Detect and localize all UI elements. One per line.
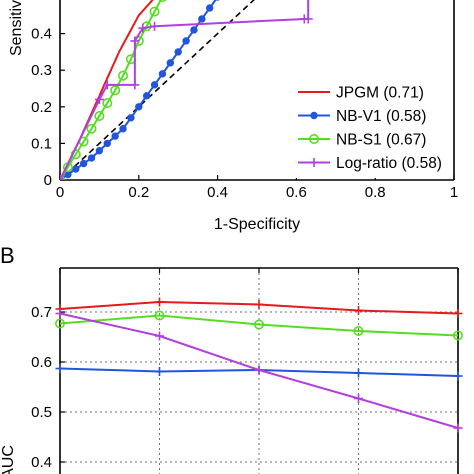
auc-y-axis-label: AUC xyxy=(0,445,17,474)
roc-series-1-point-6 xyxy=(103,139,111,148)
roc-series-3-point-5 xyxy=(138,23,148,33)
roc-y-axis-label: Sensitivity xyxy=(8,0,25,56)
roc-series-3-point-9 xyxy=(307,0,310,2)
roc-x-tick-label-0: 0 xyxy=(56,184,64,201)
roc-series-2-point-7 xyxy=(110,85,121,96)
auc-series-1-point-1 xyxy=(154,310,165,321)
roc-series-1-point-17 xyxy=(190,26,198,34)
auc-series-2-point-3 xyxy=(354,368,363,378)
roc-y-tick-label-2: 0.2 xyxy=(31,99,52,116)
legend-label-1: NB-V1 (0.58) xyxy=(336,108,426,125)
roc-ticks: 0 0.2 0.4 0.6 0.8 1 0 0.1 0.2 0.3 0.4 xyxy=(31,26,458,201)
roc-x-tick-label-3: 0.6 xyxy=(286,184,307,201)
roc-y-tick-label-4: 0.4 xyxy=(31,26,52,43)
legend-marker-2 xyxy=(308,134,319,145)
roc-x-axis-label: 1-Specificity xyxy=(214,216,300,233)
roc-x-tick-label-4: 0.8 xyxy=(365,184,386,201)
roc-panel: Sensitivity 1-Specificity 0 0.2 0.4 0.6 0.8 1… xyxy=(8,0,458,233)
auc-y-tick-label-0: 0.4 xyxy=(31,454,52,471)
auc-series-group xyxy=(54,297,463,433)
roc-series-2-point-6 xyxy=(102,98,113,109)
roc-series-2-point-13 xyxy=(158,0,167,2)
roc-series-1-point-16 xyxy=(182,37,190,45)
legend-box xyxy=(292,78,452,178)
roc-y-tick-label-3: 0.3 xyxy=(31,62,52,79)
auc-series-3-point-2 xyxy=(254,365,264,375)
auc-y-tick-label-2: 0.6 xyxy=(31,354,52,371)
legend-label-3: Log-ratio (0.58) xyxy=(336,155,442,172)
auc-series-1-point-4 xyxy=(452,330,463,341)
roc-series-2-point-4 xyxy=(86,123,97,134)
roc-series-3-point-4 xyxy=(130,36,140,46)
auc-series-2-point-1 xyxy=(155,367,164,376)
roc-series-1-point-14 xyxy=(166,59,175,67)
roc-series-1-point-15 xyxy=(174,48,182,56)
roc-series-1-point-4 xyxy=(87,154,96,162)
legend-marker-3 xyxy=(309,158,319,167)
auc-ticks: 0.4 0.5 0.6 0.7 xyxy=(31,268,459,471)
roc-series-1-point-19 xyxy=(206,4,214,12)
roc-series-1-point-3 xyxy=(79,159,88,168)
auc-series-2-point-4 xyxy=(453,371,463,381)
roc-series-1-point-2 xyxy=(72,165,80,173)
auc-y-tick-label-3: 0.7 xyxy=(31,304,52,321)
roc-series-1-point-7 xyxy=(111,132,119,140)
roc-series-1-point-12 xyxy=(150,81,159,89)
roc-series-3-point-1 xyxy=(94,94,104,104)
roc-series-3-point-2 xyxy=(102,80,112,90)
auc-series-0-point-2 xyxy=(254,300,264,309)
roc-series-group xyxy=(60,0,313,180)
roc-series-1-point-18 xyxy=(198,15,206,23)
roc-series-2-point-12 xyxy=(149,6,160,17)
roc-series-2-point-5 xyxy=(94,110,105,121)
legend-marker-1 xyxy=(310,111,318,120)
roc-y-tick-label-1: 0.1 xyxy=(31,135,52,152)
roc-series-3-point-3 xyxy=(130,80,140,90)
auc-y-tick-label-1: 0.5 xyxy=(31,404,52,421)
auc-panel: B AUC 0.4 0.5 0.6 0.7 xyxy=(0,243,463,474)
roc-series-3-point-8 xyxy=(303,14,313,24)
auc-series-0-point-1 xyxy=(155,297,164,307)
roc-x-tick-label-5: 1 xyxy=(450,184,458,201)
legend-label-2: NB-S1 (0.67) xyxy=(336,132,426,149)
auc-series-3-point-0 xyxy=(55,309,65,318)
roc-legend: JPGM (0.71) NB-V1 (0.58) NB-S1 (0.67) Log-r… xyxy=(292,78,452,178)
auc-series-3-point-3 xyxy=(354,394,363,403)
roc-series-1-point-9 xyxy=(127,114,135,122)
auc-series-1-point-3 xyxy=(353,325,364,336)
roc-x-tick-label-1: 0.2 xyxy=(128,184,149,201)
auc-series-1-point-0 xyxy=(54,318,65,329)
auc-series-0-point-4 xyxy=(453,309,463,318)
panel-b-letter: B xyxy=(0,243,15,268)
roc-series-1-point-10 xyxy=(135,103,143,111)
roc-series-2-point-8 xyxy=(118,70,129,81)
roc-series-1-point-11 xyxy=(142,92,151,100)
roc-series-1-point-5 xyxy=(95,147,104,155)
auc-series-line-1 xyxy=(59,314,459,337)
legend-label-0: JPGM (0.71) xyxy=(336,85,424,102)
roc-series-1-point-13 xyxy=(158,70,167,78)
auc-series-1-point-2 xyxy=(254,319,265,330)
roc-series-1-point-8 xyxy=(119,125,127,133)
auc-series-2-point-0 xyxy=(55,364,65,373)
auc-series-3-point-1 xyxy=(155,331,164,341)
roc-y-tick-label-0: 0 xyxy=(44,172,52,189)
roc-series-3-point-6 xyxy=(150,21,160,31)
auc-series-3-point-4 xyxy=(453,423,463,433)
roc-x-tick-label-2: 0.4 xyxy=(207,184,228,201)
auc-series-0-point-3 xyxy=(354,306,363,315)
